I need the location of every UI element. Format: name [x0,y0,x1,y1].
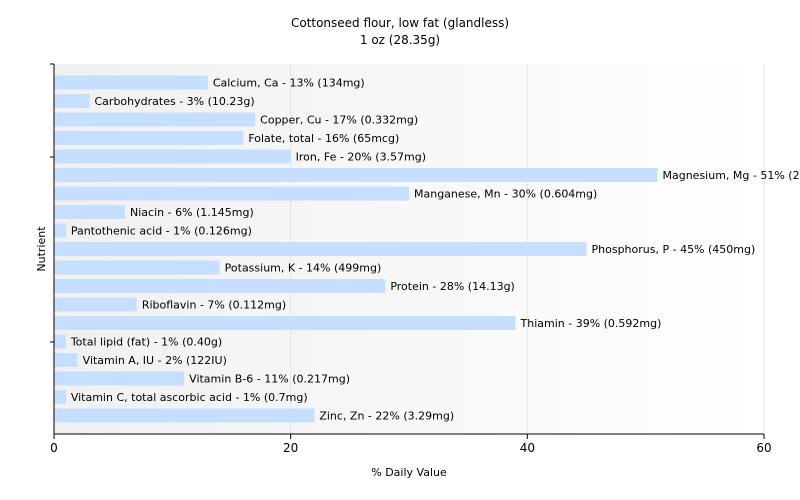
bar-label-10: Potassium, K - 14% (499mg) [225,262,382,275]
bar-label-0: Calcium, Ca - 13% (134mg) [213,77,365,90]
bar-labels: Calcium, Ca - 13% (134mg) Carbohydrates -… [70,77,800,423]
bar-label-6: Manganese, Mn - 30% (0.604mg) [414,188,597,201]
bar-0 [54,75,208,90]
bar-13 [54,316,516,330]
bar-10 [54,260,220,275]
bars [54,75,658,423]
x-tick-label-1: 20 [283,441,298,455]
x-tick-label-0: 0 [50,441,58,455]
y-axis-ticks [50,63,54,343]
bar-label-11: Protein - 28% (14.13g) [390,280,515,293]
bar-label-14: Total lipid (fat) - 1% (0.40g) [70,336,222,349]
chart-title: Cottonseed flour, low fat (glandless) [291,16,509,30]
bar-17 [54,390,66,404]
bar-label-15: Vitamin A, IU - 2% (122IU) [83,354,227,367]
bar-label-16: Vitamin B-6 - 11% (0.217mg) [189,373,350,386]
bar-3 [54,131,244,145]
bar-7 [54,205,125,219]
bar-15 [54,353,78,367]
bar-label-3: Folate, total - 16% (65mcg) [248,132,399,145]
bar-14 [54,334,66,349]
bar-16 [54,371,185,386]
x-tick-label-3: 60 [756,441,771,455]
bar-5 [54,168,658,182]
bar-12 [54,297,137,312]
bar-label-5: Magnesium, Mg - 51% (203mg) [663,169,800,182]
bar-label-17: Vitamin C, total ascorbic acid - 1% (0.7… [71,391,308,404]
bar-label-18: Zinc, Zn - 22% (3.29mg) [319,410,454,423]
chart-subtitle: 1 oz (28.35g) [360,33,440,47]
bar-label-8: Pantothenic acid - 1% (0.126mg) [71,225,252,238]
x-axis-ticks: 0 20 40 60 [50,434,772,455]
bar-4 [54,149,291,164]
bar-label-4: Iron, Fe - 20% (3.57mg) [296,151,426,164]
bar-label-2: Copper, Cu - 17% (0.332mg) [260,114,418,127]
y-axis-label: Nutrient [35,226,48,272]
x-tick-label-2: 40 [520,441,535,455]
bar-label-1: Carbohydrates - 3% (10.23g) [95,95,255,108]
bar-label-9: Phosphorus, P - 45% (450mg) [592,243,756,256]
bar-6 [54,186,409,201]
bar-9 [54,242,587,256]
bar-label-12: Riboflavin - 7% (0.112mg) [142,299,286,312]
bar-11 [54,279,386,293]
bar-label-7: Niacin - 6% (1.145mg) [130,206,254,219]
x-axis-label: % Daily Value [371,466,447,479]
bar-8 [54,223,66,238]
bar-1 [54,94,90,108]
bar-18 [54,408,315,423]
bar-2 [54,112,256,127]
bar-label-13: Thiamin - 39% (0.592mg) [520,317,662,330]
